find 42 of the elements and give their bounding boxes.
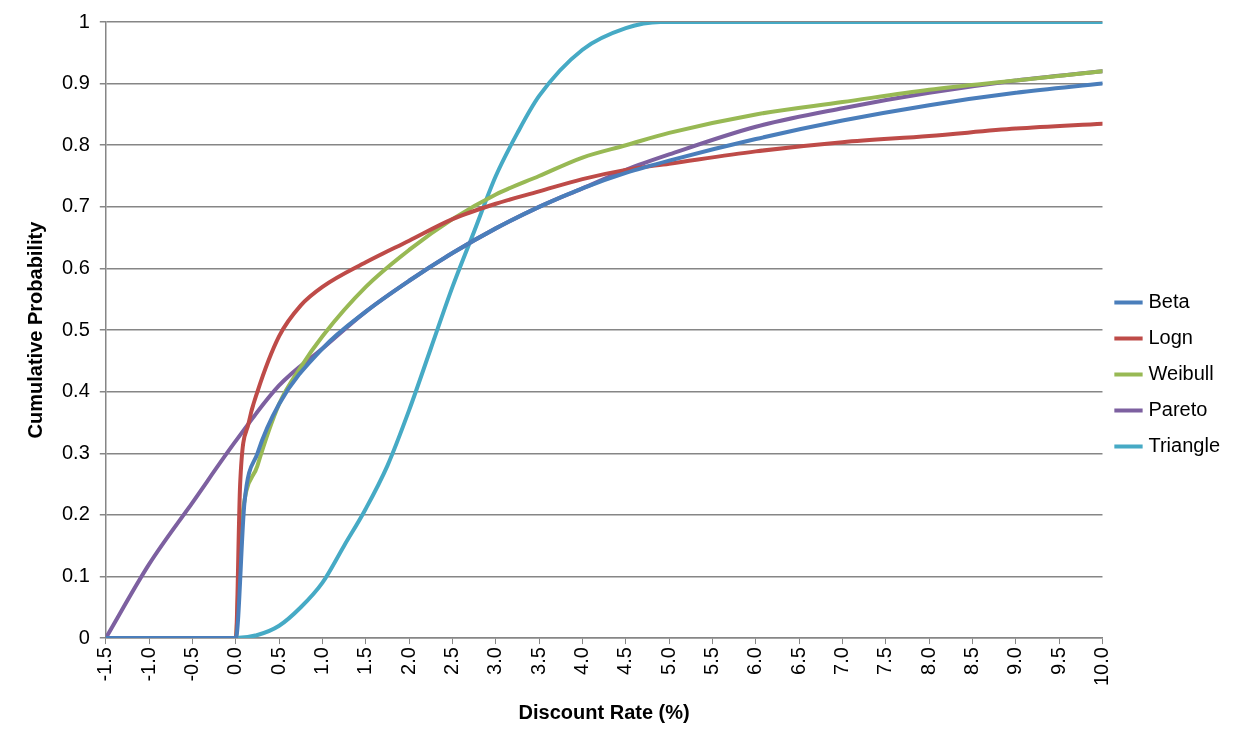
x-tick-label: 10.0 [1090, 647, 1112, 687]
x-tick-label: 9.5 [1046, 647, 1069, 675]
y-axis-title: Cumulative Probability [23, 220, 46, 439]
legend-label: Beta [1148, 290, 1191, 313]
y-tick-label: 0.3 [61, 440, 90, 463]
x-tick-label: 4.5 [613, 647, 636, 675]
x-tick-label: 6.5 [786, 647, 809, 675]
y-tick-label: 0.5 [61, 317, 90, 340]
x-tick-label: 0.5 [266, 647, 289, 675]
x-tick-label: 5.5 [700, 647, 722, 675]
y-tick-label: 0.4 [61, 379, 90, 402]
x-tick-label: 8.0 [916, 647, 939, 675]
x-tick-label: 4.0 [569, 647, 592, 675]
y-tick-label: 0.7 [61, 194, 90, 217]
x-tick-label: 1.0 [309, 647, 332, 675]
y-tick-label: 0.8 [61, 132, 90, 155]
x-tick-label: 3.5 [526, 647, 549, 675]
legend-label: Triangle [1148, 434, 1220, 457]
x-tick-label: 5.0 [656, 647, 679, 675]
x-tick-label: 7.0 [830, 647, 852, 675]
x-tick-label: 8.5 [960, 647, 982, 675]
y-tick-label: 0 [78, 625, 90, 648]
legend-label: Logn [1148, 326, 1193, 349]
x-tick-label: -1.5 [93, 647, 116, 682]
x-axis-title: Discount Rate (%) [518, 700, 690, 723]
x-tick-label: 0.0 [223, 647, 246, 675]
y-tick-label: 0.1 [61, 563, 90, 586]
y-tick-label: 1 [78, 9, 90, 32]
x-tick-label: -0.5 [179, 647, 202, 682]
x-tick-label: -1.0 [136, 647, 159, 682]
legend-label: Weibull [1148, 362, 1214, 385]
x-tick-label: 1.5 [353, 647, 376, 675]
x-tick-label: 6.0 [743, 647, 766, 675]
y-tick-label: 0.9 [61, 71, 90, 94]
y-tick-label: 0.2 [61, 502, 90, 525]
x-tick-label: 9.0 [1003, 647, 1026, 675]
x-tick-label: 7.5 [873, 647, 896, 675]
x-tick-label: 3.0 [483, 647, 506, 675]
y-tick-label: 0.6 [61, 255, 90, 278]
x-tick-label: 2.5 [439, 647, 462, 675]
legend-label: Pareto [1148, 398, 1208, 421]
x-tick-label: 2.0 [396, 647, 419, 675]
